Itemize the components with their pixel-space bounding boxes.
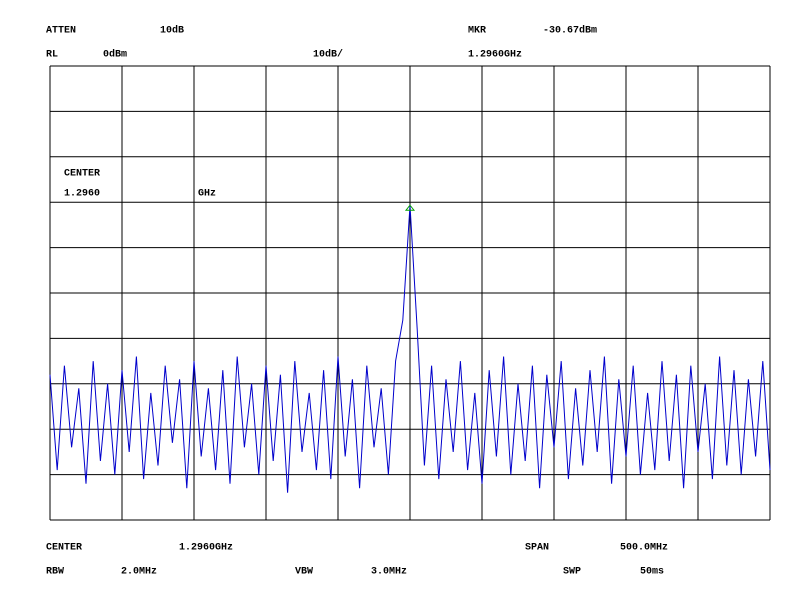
sweep-label: SWP: [563, 567, 581, 578]
vbw-label: VBW: [295, 567, 313, 578]
center-box-label: CENTER: [64, 169, 100, 180]
vbw-value: 3.0MHz: [371, 567, 407, 578]
sweep-value: 50ms: [640, 567, 664, 578]
marker-frequency: 1.2960GHz: [468, 50, 522, 61]
center-value: 1.2960GHz: [179, 543, 233, 554]
center-box-unit: GHz: [198, 189, 216, 200]
atten-value: 10dB: [160, 25, 184, 37]
atten-label: ATTEN: [46, 26, 76, 37]
center-label: CENTER: [46, 543, 82, 554]
rbw-label: RBW: [46, 567, 64, 578]
span-value: 500.0MHz: [620, 543, 668, 554]
ref-level-value: 0dBm: [103, 49, 127, 61]
scale: 10dB/: [313, 49, 343, 61]
marker-label: MKR: [468, 26, 486, 37]
marker: [404, 204, 416, 211]
rbw-value: 2.0MHz: [121, 567, 157, 578]
ref-level-label: RL: [46, 50, 58, 61]
span-label: SPAN: [525, 543, 549, 554]
center-box-value: 1.2960: [64, 189, 100, 200]
marker-value: -30.67dBm: [543, 25, 597, 37]
